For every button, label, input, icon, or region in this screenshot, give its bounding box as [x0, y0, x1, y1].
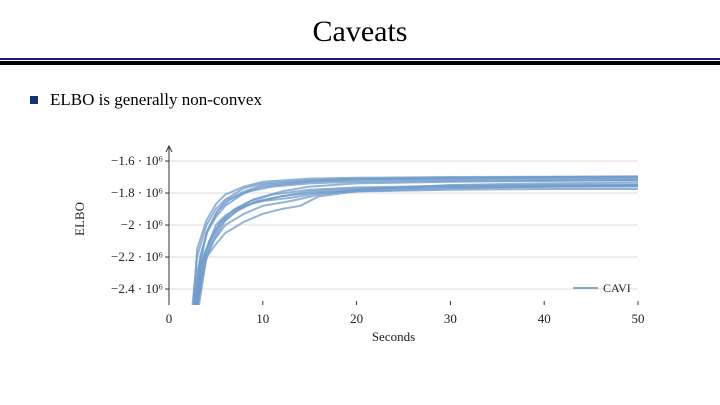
elbo-line-chart: −1.6 · 10⁶ −1.8 · 10⁶ −2 · 10⁶ −2.2 · 10⁶ −2…	[72, 145, 645, 344]
y-tick-label: −2.4 · 10⁶	[111, 281, 163, 296]
series-line-1	[191, 176, 638, 305]
title-rule	[0, 58, 720, 66]
series-line-11	[198, 185, 638, 305]
x-axis-label: Seconds	[372, 329, 415, 344]
y-tick-label: −1.6 · 10⁶	[111, 153, 163, 168]
y-tick-label: −2 · 10⁶	[121, 217, 163, 232]
axes: −1.6 · 10⁶ −1.8 · 10⁶ −2 · 10⁶ −2.2 · 10⁶ −2…	[72, 145, 645, 344]
series-line-7	[195, 184, 638, 305]
bullet-text: ELBO is generally non-convex	[50, 90, 262, 109]
x-tick-label: 0	[166, 311, 173, 326]
legend: CAVI	[573, 281, 631, 295]
series-line-6	[192, 175, 638, 305]
x-tick-label: 50	[632, 311, 645, 326]
x-tick-label: 40	[538, 311, 551, 326]
title-rule-thin	[0, 58, 720, 60]
x-tick-label: 20	[350, 311, 363, 326]
series-line-10	[194, 179, 638, 305]
series-line-9	[197, 188, 638, 305]
x-tick-label: 30	[444, 311, 457, 326]
y-axis-arrow	[165, 145, 173, 153]
slide-title: Caveats	[312, 15, 408, 48]
y-axis-label: ELBO	[72, 202, 87, 236]
legend-label: CAVI	[603, 281, 631, 295]
y-tick-label: −2.2 · 10⁶	[111, 249, 163, 264]
y-tick-label: −1.8 · 10⁶	[111, 185, 163, 200]
bullet-item: ELBO is generally non-convex	[30, 89, 262, 111]
title-rule-thick	[0, 61, 720, 65]
series-line-5	[196, 184, 638, 305]
square-bullet-icon	[30, 96, 38, 104]
series-lines	[191, 175, 638, 305]
x-tick-label: 10	[256, 311, 269, 326]
series-line-3	[194, 179, 638, 305]
series-line-12	[195, 183, 638, 305]
